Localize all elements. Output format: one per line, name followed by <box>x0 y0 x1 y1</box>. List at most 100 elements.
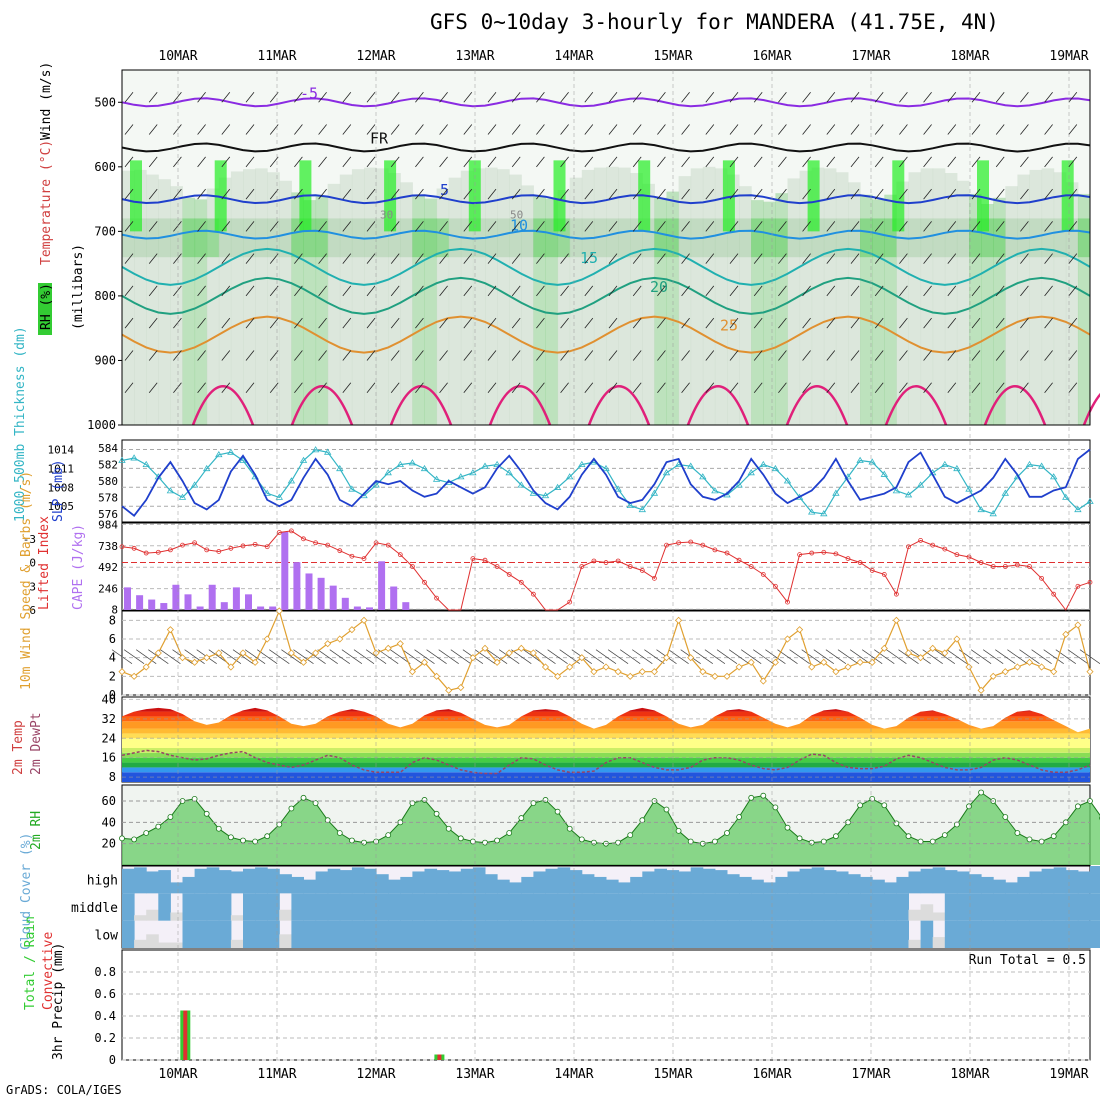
cloud-bar <box>908 909 922 921</box>
temp-color-band <box>122 752 1090 758</box>
lifted-index-point <box>579 564 585 569</box>
lifted-index-point <box>349 553 355 559</box>
wind-barb <box>269 382 279 393</box>
rh-shading <box>835 172 849 425</box>
lifted-index-point <box>204 547 210 553</box>
wind-barb <box>971 124 981 135</box>
cloud-bar <box>1017 920 1030 948</box>
wind-barb <box>632 285 642 297</box>
lifted-index-point <box>180 542 185 548</box>
wind-barb <box>124 188 134 200</box>
cape-bar <box>160 603 168 610</box>
wind-barb <box>511 92 521 103</box>
wind-barb <box>923 317 932 329</box>
cloud-bar <box>835 920 849 948</box>
cloud-bar <box>654 920 667 948</box>
wind-barb <box>1044 188 1053 200</box>
wind-barb <box>729 317 739 329</box>
cloud-bar <box>569 893 583 921</box>
cloud-bar <box>678 920 692 948</box>
wind-barb <box>463 285 473 297</box>
wind-speed-point <box>578 654 586 662</box>
lifted-index-point <box>676 540 681 546</box>
wind-barb <box>729 253 739 264</box>
wind-speed-point <box>626 672 634 680</box>
cloud-bar <box>243 920 256 948</box>
rh-shading <box>932 218 946 258</box>
rh-shading <box>315 218 329 258</box>
wind-speed-point <box>433 672 441 680</box>
cloud-bar <box>339 870 353 894</box>
cloud-bar <box>944 920 958 948</box>
wind-barb <box>946 649 968 664</box>
wind-barb <box>705 124 715 135</box>
cloud-bar <box>848 893 861 921</box>
rh-shading <box>835 218 849 258</box>
wind-speed-point <box>554 672 562 680</box>
wind-barb <box>293 649 314 664</box>
thickness-point <box>1062 493 1070 500</box>
wind-barb <box>971 317 981 329</box>
wind-barb <box>1055 649 1077 664</box>
rh-shading <box>722 160 735 232</box>
wind-barb <box>584 382 594 393</box>
wind-barb <box>681 188 690 200</box>
cloud-bar <box>146 871 159 894</box>
cloud-bar <box>230 939 244 948</box>
thickness-point <box>868 458 876 465</box>
precip-tick-label: 0 <box>109 1053 116 1067</box>
cloud-bar <box>533 871 546 894</box>
thickness-point <box>941 460 949 467</box>
wind-barb <box>318 156 327 168</box>
wind-barb <box>124 124 134 135</box>
cloud-bar <box>376 874 389 894</box>
cloud-bar <box>146 909 159 921</box>
cloud-bar <box>690 920 704 948</box>
wind-barb <box>1044 350 1053 361</box>
wind-barb <box>124 285 134 297</box>
wind-barb <box>874 649 895 664</box>
wind-barb <box>1020 92 1029 103</box>
wind-barb <box>415 221 424 232</box>
thickness-point <box>856 456 864 463</box>
date-label-top: 18MAR <box>950 49 989 64</box>
thickness-point <box>202 464 211 472</box>
wind-tick-label: 2 <box>109 669 116 683</box>
rh-shading <box>424 218 438 258</box>
wind-barb <box>487 156 497 168</box>
wind-barb <box>402 649 423 664</box>
cloud-bar <box>436 893 450 921</box>
rh-shading <box>521 218 534 258</box>
wind-speed-point <box>348 626 356 634</box>
temp-color-band <box>122 757 1090 763</box>
wind-speed-point <box>856 658 864 666</box>
wind-barb <box>657 156 666 168</box>
wind-barb <box>826 124 836 135</box>
precip-tick-label: 0.4 <box>94 1009 116 1023</box>
lifted-index-point <box>700 542 706 548</box>
wind-barb <box>583 649 605 664</box>
warm-contour <box>686 385 750 426</box>
date-label-top: 11MAR <box>257 49 296 64</box>
warm-contour <box>290 385 354 426</box>
wind-barb <box>463 317 473 329</box>
run-total-annotation: Run Total = 0.5 <box>969 953 1086 968</box>
rh-shading <box>666 218 680 258</box>
cloud-bar <box>606 920 619 948</box>
wind-barb <box>753 124 763 135</box>
wind-barb <box>245 350 255 361</box>
wind-barb <box>1044 317 1053 329</box>
y-tick-label: 800 <box>94 289 116 303</box>
precip-tick-label: 0.6 <box>94 987 116 1001</box>
wind-barb <box>995 221 1005 232</box>
cloud-bar <box>787 893 801 921</box>
wind-barb <box>995 649 1016 664</box>
wind-barb <box>1043 649 1064 664</box>
cape-bar <box>317 577 325 610</box>
wind-barb <box>245 285 255 297</box>
cape-axis-label: CAPE (J/kg) <box>71 524 86 610</box>
wind-barb <box>899 124 908 135</box>
rh-shading <box>1029 169 1043 425</box>
rh-shading <box>751 218 764 258</box>
rh-shading <box>1077 218 1091 258</box>
